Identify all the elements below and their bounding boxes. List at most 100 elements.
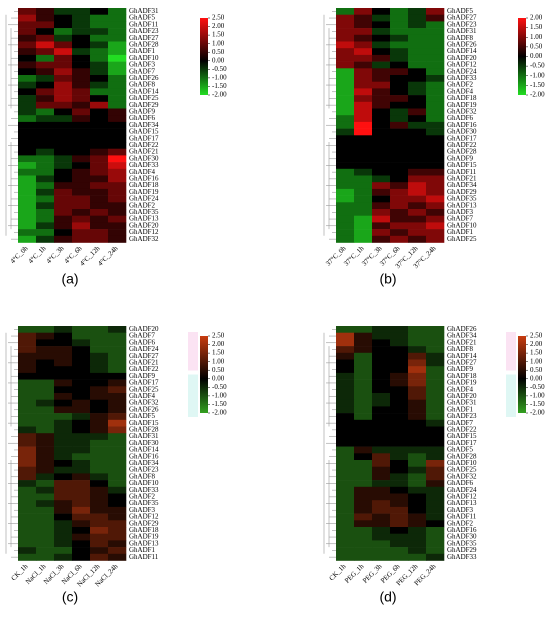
heatmap-cell: [54, 21, 73, 29]
colorbar: [518, 18, 526, 95]
heatmap-cell: [36, 75, 55, 82]
heatmap-cell: [390, 500, 409, 508]
heatmap-cell: [354, 209, 373, 216]
heatmap-cell: [354, 419, 373, 427]
heatmap-cell: [36, 433, 55, 441]
row-label: GhADF4: [129, 392, 156, 400]
row-label: GhADF35: [447, 195, 477, 203]
row-label: GhADF17: [129, 134, 159, 142]
heatmap-cell: [354, 121, 373, 129]
heatmap-cell: [336, 460, 355, 467]
heatmap-cell: [372, 372, 391, 380]
heatmap-cell: [372, 148, 391, 156]
heatmap-cell: [354, 533, 373, 541]
row-label: GhADF5: [129, 412, 156, 420]
heatmap-cell: [108, 527, 127, 534]
heatmap-cell: [90, 379, 109, 387]
heatmap-cell: [72, 332, 91, 340]
heatmap-cell: [336, 520, 355, 528]
heatmap-cell: [90, 527, 109, 534]
heatmap-cell: [390, 75, 409, 82]
heatmap-cell: [354, 520, 373, 528]
row-label: GhADF12: [129, 228, 159, 236]
heatmap-cell: [408, 486, 427, 494]
heatmap-cell: [390, 108, 409, 116]
heatmap-cell: [372, 460, 391, 467]
heatmap-cell: [354, 493, 373, 501]
heatmap-cell: [336, 433, 355, 441]
heatmap-cell: [426, 520, 445, 528]
heatmap-cell: [108, 115, 127, 123]
heatmap-cell: [408, 419, 427, 427]
heatmap-cell: [390, 553, 409, 561]
heatmap-cell: [18, 188, 37, 196]
heatmap-cell: [390, 235, 409, 243]
heatmap-cell: [372, 61, 391, 69]
heatmap-cell: [18, 101, 37, 109]
heatmap-cell: [372, 101, 391, 109]
heatmap-cell: [336, 446, 355, 454]
heatmap-cell: [336, 21, 355, 29]
heatmap-cell: [372, 500, 391, 508]
heatmap-cell: [108, 68, 127, 76]
row-label: GhADF33: [129, 161, 159, 169]
dendrogram: [323, 11, 336, 240]
heatmap-cell: [390, 506, 409, 514]
heatmap-cell: [390, 34, 409, 42]
heatmap-cell: [426, 81, 445, 89]
row-label: GhADF22: [129, 141, 159, 149]
colorbar-tick-label: -0.50: [530, 62, 545, 70]
heatmap-cell: [426, 453, 445, 461]
heatmap-cell: [336, 229, 355, 237]
heatmap-cell: [36, 54, 55, 62]
heatmap-cell: [408, 433, 427, 441]
panel-label: (b): [379, 271, 396, 287]
heatmap-cell: [108, 553, 127, 561]
row-label: GhADF19: [129, 533, 159, 541]
heatmap-cell: [72, 473, 91, 481]
heatmap-cell: [108, 61, 127, 69]
heatmap-cell: [426, 506, 445, 514]
row-label: GhADF9: [447, 365, 474, 373]
heatmap-cell: [354, 95, 373, 103]
heatmap-cell: [72, 506, 91, 514]
colorbar-tick-label: -2.00: [212, 409, 227, 417]
heatmap-cell: [354, 88, 373, 96]
heatmap-cell: [72, 540, 91, 548]
heatmap-cell: [18, 195, 37, 203]
heatmap-cell: [18, 48, 37, 56]
heatmap-cell: [54, 506, 73, 514]
heatmap-cell: [18, 500, 37, 508]
colorbar-halo: [506, 332, 516, 371]
heatmap-cell: [354, 182, 373, 190]
heatmap-cell: [372, 366, 391, 374]
row-label: GhADF14: [129, 446, 159, 454]
colorbar-tick-label: -1.50: [212, 400, 227, 408]
heatmap-cell: [408, 135, 427, 143]
heatmap-cell: [36, 215, 55, 223]
heatmap-cell: [72, 182, 91, 190]
heatmap-cell: [372, 41, 391, 49]
heatmap-cell: [18, 81, 37, 89]
colorbar-tick-label: -1.00: [530, 391, 545, 399]
row-label: GhADF34: [447, 181, 477, 189]
heatmap-cell: [108, 359, 127, 367]
heatmap-cell: [54, 222, 73, 230]
heatmap-cell: [336, 453, 355, 461]
heatmap-cell: [36, 426, 55, 434]
colorbar: [518, 336, 526, 413]
heatmap-cell: [54, 439, 73, 447]
heatmap-cell: [36, 202, 55, 210]
heatmap-cell: [18, 406, 37, 414]
heatmap-cell: [426, 21, 445, 29]
heatmap-cell: [390, 61, 409, 69]
heatmap-cell: [354, 433, 373, 441]
heatmap-cell: [336, 527, 355, 534]
heatmap-cell: [354, 406, 373, 414]
row-label: GhADF13: [447, 201, 477, 209]
row-label: GhADF22: [447, 425, 477, 433]
heatmap-cell: [390, 209, 409, 216]
heatmap-cell: [54, 101, 73, 109]
row-label: GhADF32: [129, 235, 159, 243]
